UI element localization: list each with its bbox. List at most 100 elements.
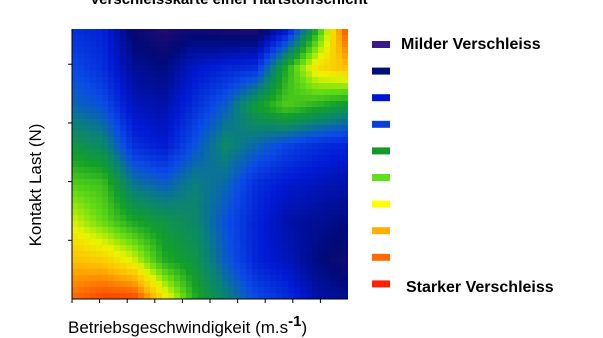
heatmap-cell — [264, 47, 271, 54]
heatmap-cell — [156, 275, 163, 282]
heatmap-cell — [306, 89, 313, 96]
heatmap-cell — [324, 137, 331, 144]
heatmap-cell — [84, 35, 91, 42]
heatmap-cell — [318, 131, 325, 138]
heatmap-cell — [204, 287, 211, 294]
heatmap-cell — [240, 155, 247, 162]
heatmap-cell — [72, 185, 79, 192]
heatmap-cell — [114, 89, 121, 96]
heatmap-cell — [252, 155, 259, 162]
heatmap-cell — [216, 245, 223, 252]
heatmap-cell — [162, 65, 169, 72]
heatmap-cell — [228, 101, 235, 108]
heatmap-cell — [150, 227, 157, 234]
heatmap-cell — [78, 263, 85, 270]
heatmap-cell — [342, 41, 348, 48]
heatmap-cell — [162, 83, 169, 90]
heatmap-cell — [234, 53, 241, 60]
heatmap-cell — [234, 281, 241, 288]
heatmap-cell — [174, 251, 181, 258]
heatmap-cell — [234, 185, 241, 192]
heatmap-cell — [330, 215, 337, 222]
heatmap-cell — [96, 227, 103, 234]
heatmap-cell — [258, 101, 265, 108]
heatmap-cell — [126, 149, 133, 156]
heatmap-cell — [222, 125, 229, 132]
heatmap-cell — [252, 41, 259, 48]
heatmap-cell — [204, 227, 211, 234]
heatmap-cell — [246, 287, 253, 294]
heatmap-cell — [192, 179, 199, 186]
heatmap-cell — [126, 269, 133, 276]
heatmap-cell — [138, 41, 145, 48]
heatmap-cell — [180, 65, 187, 72]
heatmap-cell — [252, 245, 259, 252]
heatmap-cell — [342, 179, 348, 186]
heatmap-cell — [324, 59, 331, 66]
heatmap-cell — [114, 95, 121, 102]
heatmap-cell — [108, 275, 115, 282]
heatmap-cell — [324, 245, 331, 252]
heatmap-cell — [96, 101, 103, 108]
heatmap-cell — [108, 203, 115, 210]
heatmap-cell — [162, 71, 169, 78]
heatmap-cell — [336, 203, 343, 210]
heatmap-cell — [228, 209, 235, 216]
heatmap-cell — [276, 167, 283, 174]
heatmap-cell — [96, 191, 103, 198]
heatmap-cell — [282, 173, 289, 180]
heatmap-cell — [114, 155, 121, 162]
heatmap-cell — [240, 203, 247, 210]
heatmap-cell — [336, 71, 343, 78]
heatmap-cell — [210, 107, 217, 114]
heatmap-cell — [210, 35, 217, 42]
heatmap-cell — [276, 239, 283, 246]
heatmap-cell — [102, 293, 109, 299]
heatmap-cell — [72, 155, 79, 162]
heatmap-cell — [342, 89, 348, 96]
heatmap-cell — [162, 89, 169, 96]
heatmap-cell — [174, 41, 181, 48]
heatmap-cell — [342, 281, 348, 288]
heatmap-cell — [318, 191, 325, 198]
heatmap-cell — [162, 41, 169, 48]
heatmap-cell — [144, 269, 151, 276]
heatmap-cell — [186, 239, 193, 246]
heatmap-cell — [198, 293, 205, 299]
heatmap-cell — [228, 89, 235, 96]
heatmap-cell — [90, 281, 97, 288]
heatmap-cell — [342, 245, 348, 252]
heatmap-cell — [294, 137, 301, 144]
heatmap-cell — [96, 59, 103, 66]
heatmap-cell — [306, 221, 313, 228]
heatmap-cell — [210, 245, 217, 252]
heatmap-cell — [120, 41, 127, 48]
heatmap-surface — [72, 29, 348, 299]
heatmap-cell — [228, 161, 235, 168]
heatmap-cell — [144, 119, 151, 126]
heatmap-cell — [138, 101, 145, 108]
heatmap-cell — [144, 263, 151, 270]
heatmap-cell — [216, 53, 223, 60]
heatmap-cell — [108, 107, 115, 114]
heatmap-cell — [300, 185, 307, 192]
heatmap-cell — [138, 119, 145, 126]
heatmap-cell — [258, 65, 265, 72]
heatmap-cell — [132, 191, 139, 198]
heatmap-cell — [246, 155, 253, 162]
heatmap-cell — [228, 251, 235, 258]
heatmap-cell — [300, 143, 307, 150]
heatmap-cell — [90, 167, 97, 174]
heatmap-cell — [264, 167, 271, 174]
heatmap-cell — [228, 53, 235, 60]
heatmap-cell — [258, 83, 265, 90]
heatmap-cell — [78, 281, 85, 288]
heatmap-cell — [270, 53, 277, 60]
heatmap-cell — [150, 191, 157, 198]
heatmap-cell — [162, 125, 169, 132]
heatmap-cell — [102, 95, 109, 102]
heatmap-cell — [96, 263, 103, 270]
heatmap-cell — [258, 161, 265, 168]
heatmap-cell — [300, 53, 307, 60]
heatmap-cell — [126, 281, 133, 288]
